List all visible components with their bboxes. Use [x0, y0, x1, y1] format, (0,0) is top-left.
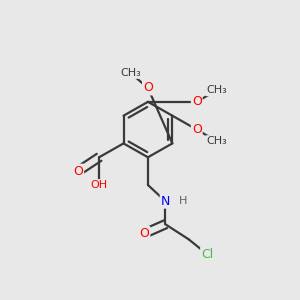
Text: N: N — [161, 195, 170, 208]
Text: CH₃: CH₃ — [120, 68, 141, 78]
Text: OH: OH — [91, 180, 108, 190]
Text: CH₃: CH₃ — [206, 85, 227, 95]
Text: O: O — [192, 123, 202, 136]
Text: CH₃: CH₃ — [206, 136, 227, 146]
Text: H: H — [178, 196, 187, 206]
Text: O: O — [192, 95, 202, 108]
Text: O: O — [143, 82, 153, 94]
Text: O: O — [140, 227, 149, 240]
Text: O: O — [73, 165, 83, 178]
Text: Cl: Cl — [201, 248, 213, 261]
